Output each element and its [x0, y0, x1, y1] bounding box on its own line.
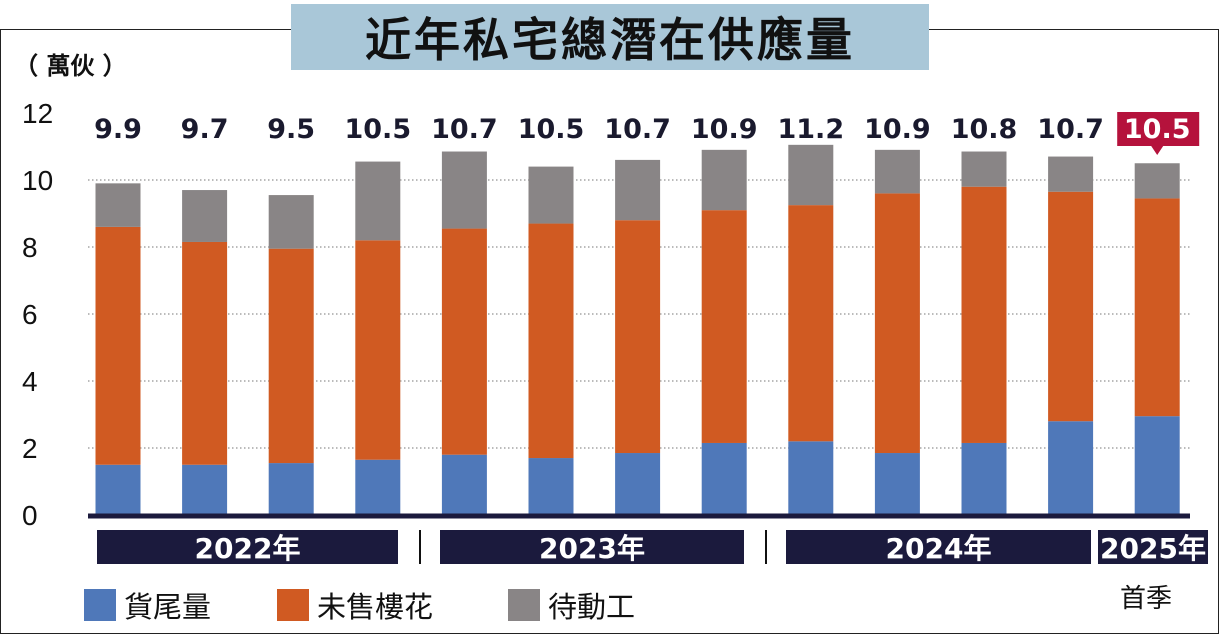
- year-bar: [1098, 530, 1208, 564]
- year-label: 2022年: [195, 532, 301, 565]
- bar-unsold: [528, 223, 574, 459]
- bar-unsold: [182, 241, 228, 465]
- y-tick-label: 10: [22, 165, 53, 196]
- y-tick-label: 6: [22, 299, 38, 330]
- bar-unsold: [268, 248, 314, 464]
- year-label: 2025年: [1100, 532, 1206, 565]
- bar-unsold: [355, 240, 401, 460]
- bar-completed: [441, 454, 487, 515]
- bar-completed: [355, 459, 401, 515]
- y-tick-label: 12: [22, 98, 53, 129]
- bar-unsold: [1048, 191, 1094, 422]
- highlight-box: [1117, 112, 1200, 146]
- year-bar: [97, 530, 398, 564]
- bar-pending: [355, 161, 401, 241]
- legend-pending: 待動工: [508, 584, 635, 626]
- bar-pending: [615, 159, 661, 221]
- quarter-note: 首季: [1120, 584, 1173, 614]
- legend-label-unsold: 未售樓花: [317, 590, 434, 624]
- total-label: 9.5: [267, 114, 315, 145]
- y-tick-label: 2: [22, 433, 38, 464]
- legend-completed: 貨尾量: [84, 584, 211, 626]
- year-bar: [440, 530, 744, 564]
- total-label: 10.9: [691, 114, 758, 145]
- y-tick-label: 0: [22, 500, 38, 531]
- y-tick-label: 4: [22, 366, 38, 397]
- legend-label-completed: 貨尾量: [124, 590, 212, 624]
- bar-pending: [268, 195, 314, 249]
- bar-pending: [701, 149, 747, 211]
- total-label: 10.7: [1037, 114, 1104, 145]
- bar-completed: [1134, 416, 1180, 515]
- legend-unsold: 未售樓花: [277, 584, 433, 626]
- bar-pending: [1134, 163, 1180, 199]
- y-axis-unit: （ 萬伙 ）: [14, 52, 127, 80]
- legend-swatch-unsold: [277, 589, 309, 621]
- highlight-pointer: [1151, 146, 1164, 155]
- bar-completed: [961, 442, 1007, 515]
- total-label: 10.5: [1124, 114, 1191, 145]
- bar-completed: [701, 442, 747, 515]
- legend-swatch-pending: [508, 589, 540, 621]
- y-tick-label: 8: [22, 232, 38, 263]
- bar-pending: [441, 151, 487, 229]
- bar-unsold: [788, 205, 834, 442]
- total-label: 10.7: [431, 114, 498, 145]
- bar-completed: [95, 464, 141, 515]
- legend-label-pending: 待動工: [548, 590, 636, 624]
- year-label: 2023年: [539, 532, 645, 565]
- bar-unsold: [701, 210, 747, 443]
- bar-unsold: [615, 220, 661, 454]
- bar-pending: [788, 144, 834, 206]
- bar-completed: [1048, 421, 1094, 515]
- bar-unsold: [1134, 198, 1180, 417]
- bar-completed: [182, 464, 228, 515]
- bar-pending: [1048, 156, 1094, 192]
- bar-completed: [268, 463, 314, 515]
- bar-unsold: [961, 186, 1007, 443]
- bar-unsold: [441, 228, 487, 455]
- total-label: 10.9: [864, 114, 931, 145]
- bar-pending: [874, 149, 920, 194]
- total-label: 9.9: [94, 114, 142, 145]
- chart-title: 近年私宅總潛在供應量: [365, 13, 855, 67]
- bar-unsold: [95, 226, 141, 465]
- bar-unsold: [874, 193, 920, 454]
- bar-pending: [95, 183, 141, 227]
- bar-completed: [528, 458, 574, 515]
- bar-completed: [788, 441, 834, 515]
- bar-pending: [961, 151, 1007, 187]
- total-label: 10.7: [604, 114, 671, 145]
- year-bar: [786, 530, 1091, 564]
- bar-completed: [615, 453, 661, 515]
- total-label: 9.7: [181, 114, 229, 145]
- title-banner: 近年私宅總潛在供應量: [291, 4, 929, 70]
- year-label: 2024年: [886, 532, 992, 565]
- total-label: 10.8: [951, 114, 1018, 145]
- total-label: 11.2: [777, 114, 844, 145]
- bar-pending: [182, 190, 228, 242]
- total-label: 10.5: [344, 114, 411, 145]
- bar-completed: [874, 453, 920, 515]
- legend-swatch-completed: [84, 589, 116, 621]
- total-label: 10.5: [518, 114, 585, 145]
- bar-pending: [528, 166, 574, 224]
